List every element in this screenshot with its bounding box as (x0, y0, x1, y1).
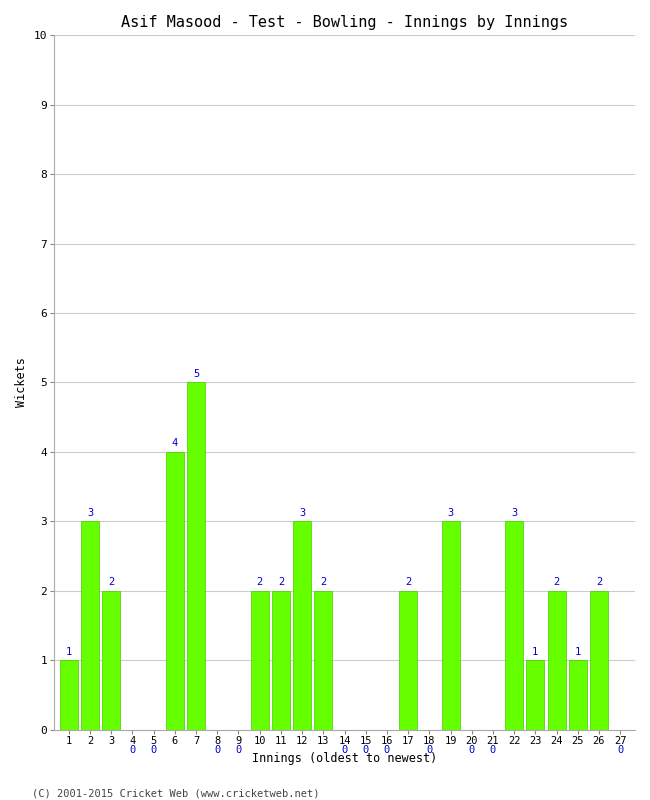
Y-axis label: Wickets: Wickets (15, 358, 28, 407)
Text: 2: 2 (596, 577, 602, 587)
Text: 5: 5 (193, 369, 199, 379)
Text: 3: 3 (511, 508, 517, 518)
Bar (505, 522, 523, 730)
Text: 2: 2 (553, 577, 560, 587)
Text: 2: 2 (278, 577, 284, 587)
Text: 0: 0 (469, 745, 475, 754)
Text: (C) 2001-2015 Cricket Web (www.cricketweb.net): (C) 2001-2015 Cricket Web (www.cricketwe… (32, 788, 320, 798)
Bar (590, 590, 608, 730)
Bar (60, 660, 78, 730)
Text: 4: 4 (172, 438, 178, 448)
Text: 3: 3 (447, 508, 454, 518)
Text: 2: 2 (320, 577, 326, 587)
Bar (399, 590, 417, 730)
Text: 2: 2 (257, 577, 263, 587)
Text: 3: 3 (299, 508, 305, 518)
Text: 0: 0 (384, 745, 390, 754)
Text: 1: 1 (575, 646, 581, 657)
Text: 0: 0 (363, 745, 369, 754)
Text: 0: 0 (617, 745, 623, 754)
Text: 1: 1 (532, 646, 538, 657)
Bar (166, 452, 184, 730)
Bar (526, 660, 544, 730)
Bar (187, 382, 205, 730)
Bar (272, 590, 290, 730)
Text: 0: 0 (214, 745, 220, 754)
Bar (102, 590, 120, 730)
Text: 0: 0 (235, 745, 242, 754)
Text: 2: 2 (108, 577, 114, 587)
Text: 1: 1 (66, 646, 72, 657)
Text: 0: 0 (129, 745, 136, 754)
Bar (569, 660, 587, 730)
Bar (315, 590, 332, 730)
Title: Asif Masood - Test - Bowling - Innings by Innings: Asif Masood - Test - Bowling - Innings b… (121, 15, 568, 30)
Text: 2: 2 (405, 577, 411, 587)
Bar (293, 522, 311, 730)
Bar (81, 522, 99, 730)
Bar (547, 590, 566, 730)
Text: 0: 0 (490, 745, 496, 754)
Bar (251, 590, 268, 730)
X-axis label: Innings (oldest to newest): Innings (oldest to newest) (252, 752, 437, 765)
Text: 3: 3 (87, 508, 93, 518)
Text: 0: 0 (426, 745, 432, 754)
Text: 0: 0 (151, 745, 157, 754)
Text: 0: 0 (341, 745, 348, 754)
Bar (441, 522, 460, 730)
